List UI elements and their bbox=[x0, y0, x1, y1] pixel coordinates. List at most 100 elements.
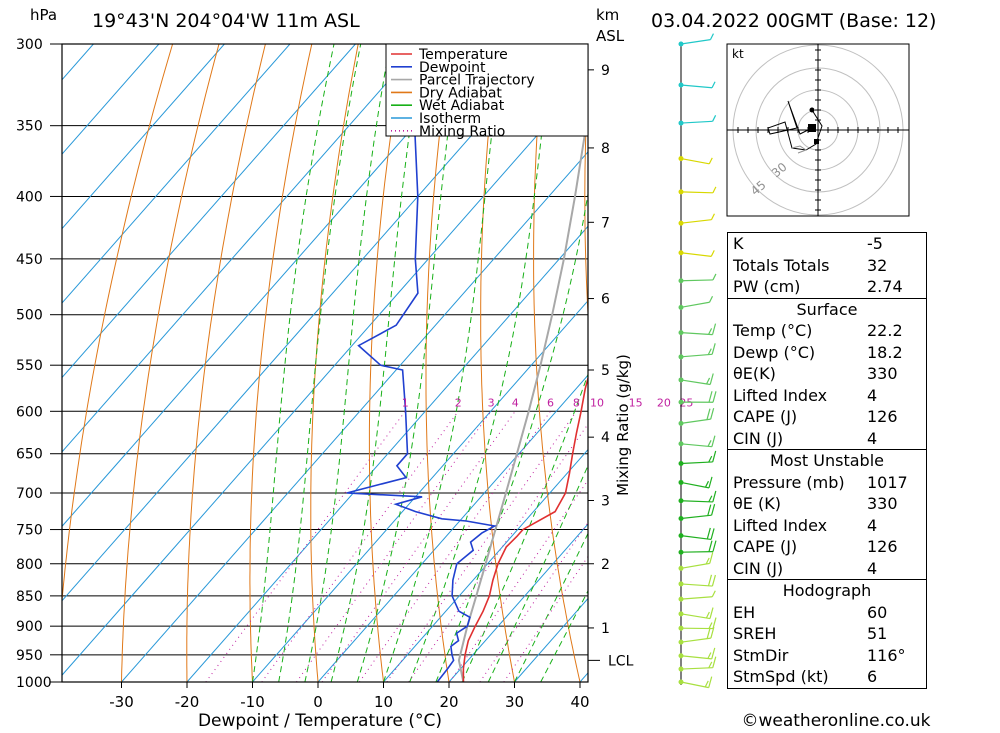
mixing-ratio-label: 10 bbox=[590, 396, 604, 409]
wind-barb-feather bbox=[712, 540, 717, 552]
stat-row: Lifted Index 4 bbox=[728, 385, 926, 407]
wind-barb-shaft bbox=[680, 681, 709, 689]
wet-adiabat-line bbox=[383, 44, 503, 682]
pressure-tick-label: 350 bbox=[16, 119, 43, 135]
section-title: Most Unstable bbox=[770, 451, 884, 470]
isotherm-line bbox=[317, 374, 588, 682]
wind-barb-feather bbox=[706, 527, 711, 540]
wind-barb-shaft bbox=[680, 535, 712, 541]
wind-barb-shaft bbox=[680, 583, 713, 587]
wind-barb-shaft bbox=[680, 84, 713, 89]
stat-label: Lifted Index bbox=[733, 515, 828, 535]
wind-barb-feather bbox=[706, 408, 711, 420]
wind-barb-shaft bbox=[680, 418, 711, 424]
dry-adiabat-line bbox=[368, 44, 406, 682]
wind-barb-feather bbox=[709, 552, 714, 564]
wind-barb-feather bbox=[711, 574, 716, 587]
stat-value: 4 bbox=[867, 558, 878, 578]
wet-adiabat-line bbox=[252, 44, 335, 682]
wind-barb-feather bbox=[709, 33, 714, 40]
wet-adiabat-line bbox=[278, 44, 362, 682]
km-tick-label: 7 bbox=[601, 215, 610, 231]
temperature-tick-label: 0 bbox=[313, 693, 323, 711]
wet-adiabat-line bbox=[435, 190, 588, 682]
surface-box: Surface Temp (°C) 22.2 Dewp (°C) 18.2 θE(K… bbox=[727, 297, 927, 450]
stat-label: EH bbox=[733, 602, 756, 622]
stat-label: Temp (°C) bbox=[733, 321, 813, 340]
wind-barb-feather bbox=[706, 627, 711, 639]
wind-barb-feather bbox=[706, 377, 711, 385]
wet-adiabat-line bbox=[356, 44, 461, 682]
pressure-tick-label: 1000 bbox=[16, 675, 52, 691]
wind-barb-feather bbox=[711, 435, 716, 447]
stat-label: Pressure (mb) bbox=[733, 472, 845, 492]
indices-box: K -5 Totals Totals 32 PW (cm) 2.74 bbox=[727, 232, 927, 299]
stat-value: 4 bbox=[867, 428, 878, 448]
wind-barb-shaft bbox=[680, 443, 712, 448]
wind-barb-feather bbox=[712, 617, 717, 629]
dry-adiabat-line bbox=[249, 44, 313, 682]
pressure-tick-label: 550 bbox=[16, 358, 43, 374]
wind-barb-feather bbox=[708, 295, 714, 303]
legend-label: Mixing Ratio bbox=[419, 124, 505, 140]
wind-barb-shaft bbox=[680, 551, 713, 553]
mixing-ratio-label: 2 bbox=[455, 396, 462, 409]
pressure-tick-label: 900 bbox=[16, 619, 43, 635]
stat-value: 330 bbox=[867, 494, 898, 513]
wet-adiabat-line bbox=[330, 44, 424, 682]
dry-adiabat-line bbox=[962, 44, 1000, 682]
stat-label: SREH bbox=[733, 624, 777, 643]
legend-label: Isotherm bbox=[419, 111, 481, 127]
km-tick-label: 5 bbox=[601, 363, 610, 379]
wind-barb-shaft bbox=[680, 219, 712, 224]
mixing-ratio-axis-title: Mixing Ratio (g/kg) bbox=[614, 354, 632, 496]
stat-label: StmSpd (kt) bbox=[733, 667, 829, 686]
wind-barb-feather bbox=[708, 328, 713, 335]
isotherm-line bbox=[62, 44, 225, 230]
wet-adiabat-line bbox=[304, 44, 391, 682]
dry-adiabat-line bbox=[310, 44, 359, 682]
mixing-ratio-label: 6 bbox=[547, 396, 554, 409]
pressure-tick-label: 650 bbox=[16, 447, 43, 463]
legend-label: Wet Adiabat bbox=[419, 98, 505, 114]
wind-barb-shaft bbox=[680, 481, 710, 489]
isotherm-line bbox=[62, 44, 291, 304]
isotherm-line bbox=[62, 44, 356, 379]
wind-barb-feather bbox=[710, 528, 715, 540]
stat-row: Lifted Index 4 bbox=[728, 515, 926, 537]
wind-barb-feather bbox=[712, 115, 717, 122]
wind-barb-shaft bbox=[680, 613, 711, 620]
wind-barb-feather bbox=[711, 590, 716, 598]
temperature-tick-label: -10 bbox=[240, 693, 265, 711]
wind-barb-feather bbox=[712, 391, 717, 403]
wet-adiabat-line bbox=[461, 372, 588, 682]
wind-barb-feather bbox=[705, 557, 710, 565]
wind-barb-shaft bbox=[680, 655, 712, 660]
stat-label: θE (K) bbox=[733, 494, 781, 513]
stat-value: 116° bbox=[867, 645, 906, 665]
wind-barb-shaft bbox=[680, 353, 713, 358]
datetime-title: 03.04.2022 00GMT (Base: 12) bbox=[651, 10, 937, 32]
wind-barb-feather bbox=[708, 157, 713, 165]
dry-adiabat-line bbox=[425, 44, 452, 682]
wind-barb-feather bbox=[708, 455, 713, 463]
dry-adiabat-line bbox=[186, 44, 266, 682]
mixing-ratio-label: 25 bbox=[679, 396, 693, 409]
stat-value: 60 bbox=[867, 602, 888, 622]
km-tick-label: 3 bbox=[601, 494, 610, 510]
stat-row: CIN (J) 4 bbox=[728, 558, 926, 580]
parcel-trajectory-line bbox=[457, 102, 588, 682]
wind-barb-feather bbox=[712, 273, 717, 281]
pressure-tick-label: 800 bbox=[16, 557, 43, 573]
dry-adiabat-line bbox=[533, 44, 581, 682]
isotherm-line bbox=[186, 225, 588, 682]
stat-value: 126 bbox=[867, 537, 898, 556]
temperature-tick-label: -30 bbox=[109, 693, 134, 711]
stat-row: Dewp (°C) 18.2 bbox=[728, 342, 926, 364]
wind-barb-shaft bbox=[680, 667, 713, 670]
wind-barb-feather bbox=[708, 676, 713, 688]
wind-barb-feather bbox=[705, 611, 710, 619]
wind-barb-shaft bbox=[680, 252, 712, 257]
stat-row: θE (K) 330 bbox=[728, 493, 926, 515]
